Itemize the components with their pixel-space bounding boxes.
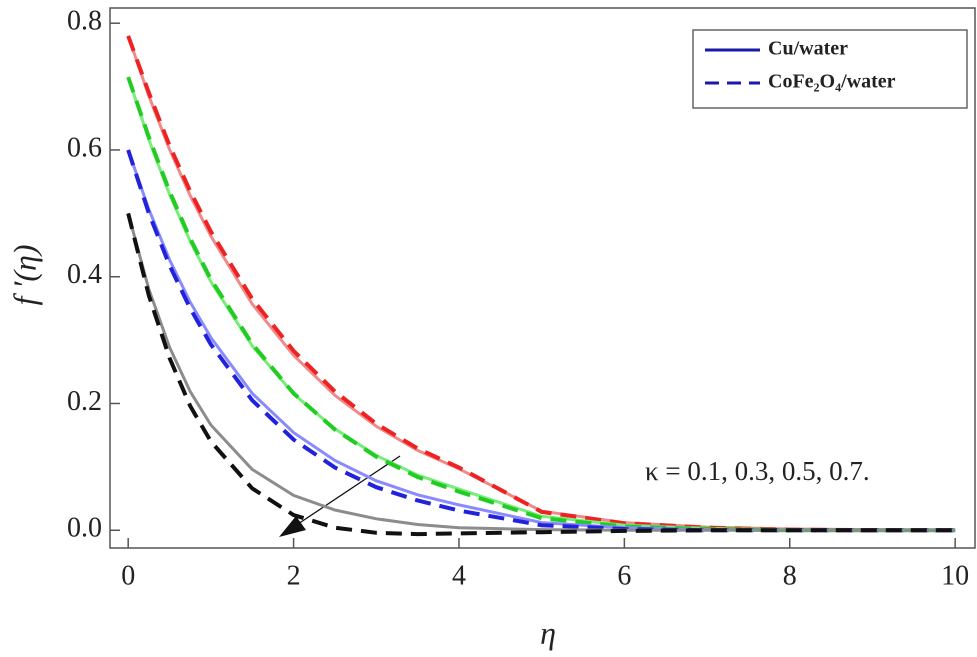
legend-label: Cu/water [768,38,848,60]
x-tick-label: 0 [121,560,135,591]
series-line [126,149,956,533]
series-line [126,213,956,532]
legend-box [692,29,968,109]
x-tick-label: 8 [783,560,797,591]
arrow-line [294,455,401,527]
x-tick-label: 6 [617,560,631,591]
x-tick-label: 4 [452,560,466,591]
y-tick-label: 0.0 [67,513,102,544]
y-tick-label: 0.4 [67,259,102,290]
y-axis-title: f ′(η) [6,244,42,305]
x-tick-label: 10 [941,560,969,591]
series-line [126,212,956,537]
x-tick-label: 2 [287,560,301,591]
arrow-head [279,516,306,537]
x-axis-title: η [540,614,556,650]
plot-frame [109,7,976,549]
y-tick-label: 0.8 [67,6,102,37]
y-tick-label: 0.6 [67,132,102,163]
series-line [126,35,956,533]
annotation: κ = 0.1, 0.3, 0.5, 0.7. [645,456,870,486]
legend-label: CoFe₂O₄/water [768,71,896,93]
y-tick-label: 0.2 [67,386,102,417]
